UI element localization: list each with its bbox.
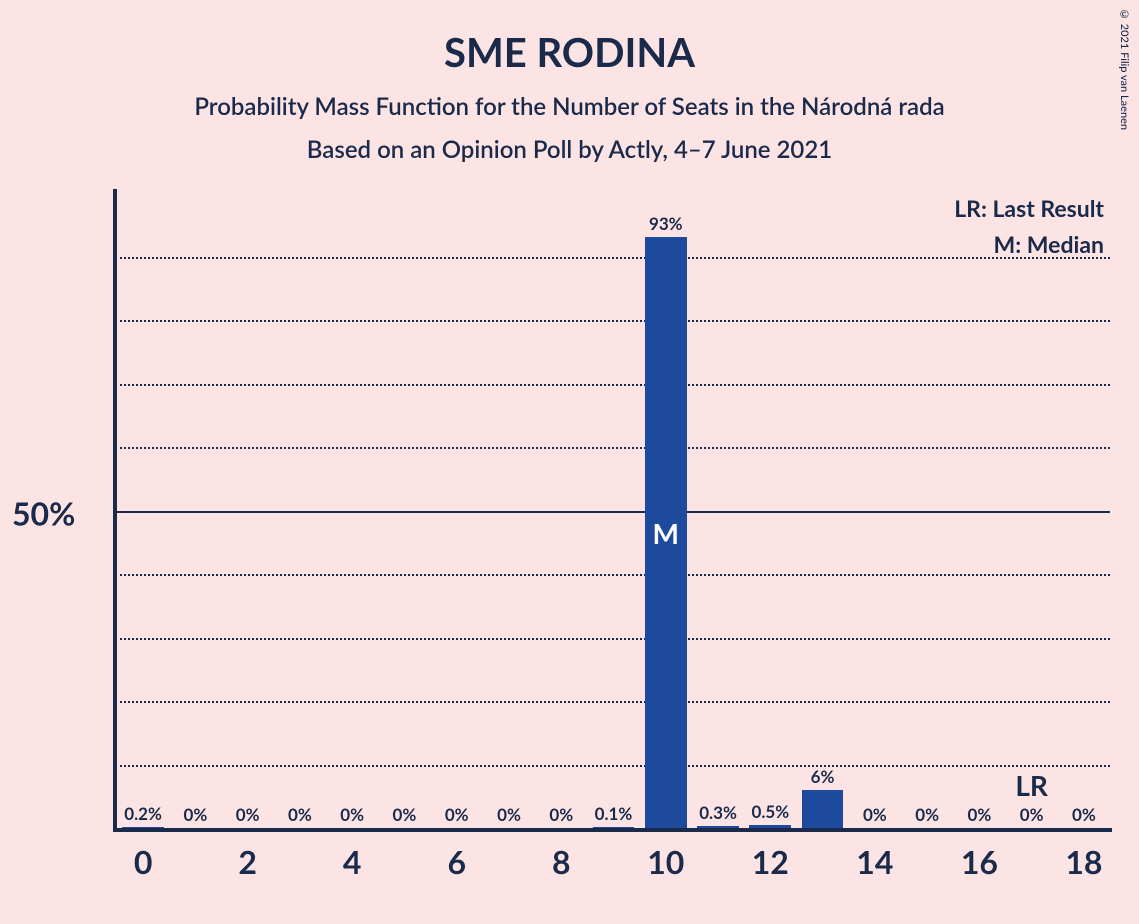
bar-slot-14: 0% xyxy=(849,195,901,828)
bar: 0.1% xyxy=(593,827,635,828)
bar-value-label: 0% xyxy=(183,804,207,825)
bar-value-label: 0% xyxy=(288,804,312,825)
copyright-text: © 2021 Filip van Laenen xyxy=(1118,8,1131,130)
bar-value-label: 0.5% xyxy=(751,801,789,822)
x-tick: 6 xyxy=(431,842,483,882)
bar-slot-4: 0% xyxy=(326,195,378,828)
bar-slot-0: 0.2% xyxy=(117,195,169,828)
bar-slot-9: 0.1% xyxy=(587,195,639,828)
bar-slot-3: 0% xyxy=(274,195,326,828)
bar-slot-16: 0% xyxy=(953,195,1005,828)
chart-subtitle-1: Probability Mass Function for the Number… xyxy=(0,76,1139,121)
bar-value-label: 0.2% xyxy=(124,803,162,824)
bar-slot-12: 0.5% xyxy=(744,195,796,828)
bar-slot-15: 0% xyxy=(901,195,953,828)
x-tick: 18 xyxy=(1058,842,1110,882)
x-tick: 4 xyxy=(326,842,378,882)
bar: 6% xyxy=(802,790,844,828)
bar-slot-11: 0.3% xyxy=(692,195,744,828)
bar-value-label: 0.3% xyxy=(699,802,737,823)
bar-value-label: 6% xyxy=(811,766,835,787)
bar-value-label: 0% xyxy=(1020,804,1044,825)
bar-value-label: 0.1% xyxy=(595,803,633,824)
bar-value-label: 0% xyxy=(549,804,573,825)
chart-area: LR: Last Result M: Median 50% 0.2%0%0%0%… xyxy=(105,195,1110,830)
bar: 0.3% xyxy=(697,826,739,828)
bar-slot-18: 0% xyxy=(1058,195,1110,828)
bars-container: 0.2% 0% 0% 0% 0% 0% 0% 0% 0% 0.1% 93% M 0.3% 0.5% 6% 0%… xyxy=(117,195,1110,828)
bar-slot-7: 0% xyxy=(483,195,535,828)
x-tick: 14 xyxy=(849,842,901,882)
x-tick: 16 xyxy=(953,842,1005,882)
bar-slot-17: 0%LR xyxy=(1006,195,1058,828)
bar-slot-10: 93% M xyxy=(640,195,692,828)
bar-value-label: 93% xyxy=(649,213,683,234)
x-tick: 0 xyxy=(117,842,169,882)
x-ticks: 0123456789101112131415161718 xyxy=(117,842,1110,882)
bar: 0.5% xyxy=(749,825,791,828)
x-tick: 8 xyxy=(535,842,587,882)
x-tick: 2 xyxy=(222,842,274,882)
bar-value-label: 0% xyxy=(393,804,417,825)
bar: 0.2% xyxy=(122,827,164,828)
bar-slot-6: 0% xyxy=(431,195,483,828)
x-axis-line xyxy=(113,828,1112,832)
bar-slot-8: 0% xyxy=(535,195,587,828)
chart-title: SME RODINA xyxy=(0,0,1139,76)
bar-slot-5: 0% xyxy=(378,195,430,828)
y-axis-label: 50% xyxy=(12,493,75,532)
bar-value-label: 0% xyxy=(863,804,887,825)
plot-area: 0.2% 0% 0% 0% 0% 0% 0% 0% 0% 0.1% 93% M 0.3% 0.5% 6% 0%… xyxy=(105,195,1110,830)
bar-value-label: 0% xyxy=(1072,804,1096,825)
bar-value-label: 0% xyxy=(967,804,991,825)
bar-value-label: 0% xyxy=(497,804,521,825)
median-marker: M xyxy=(653,516,679,550)
bar-slot-13: 6% xyxy=(796,195,848,828)
x-tick: 10 xyxy=(640,842,692,882)
bar: 93%M xyxy=(645,237,687,828)
last-result-marker: LR xyxy=(1015,768,1048,802)
bar-value-label: 0% xyxy=(445,804,469,825)
bar-slot-1: 0% xyxy=(169,195,221,828)
bar-slot-2: 0% xyxy=(222,195,274,828)
bar-value-label: 0% xyxy=(340,804,364,825)
chart-subtitle-2: Based on an Opinion Poll by Actly, 4–7 J… xyxy=(0,121,1139,164)
bar-value-label: 0% xyxy=(915,804,939,825)
bar-value-label: 0% xyxy=(236,804,260,825)
x-tick: 12 xyxy=(744,842,796,882)
